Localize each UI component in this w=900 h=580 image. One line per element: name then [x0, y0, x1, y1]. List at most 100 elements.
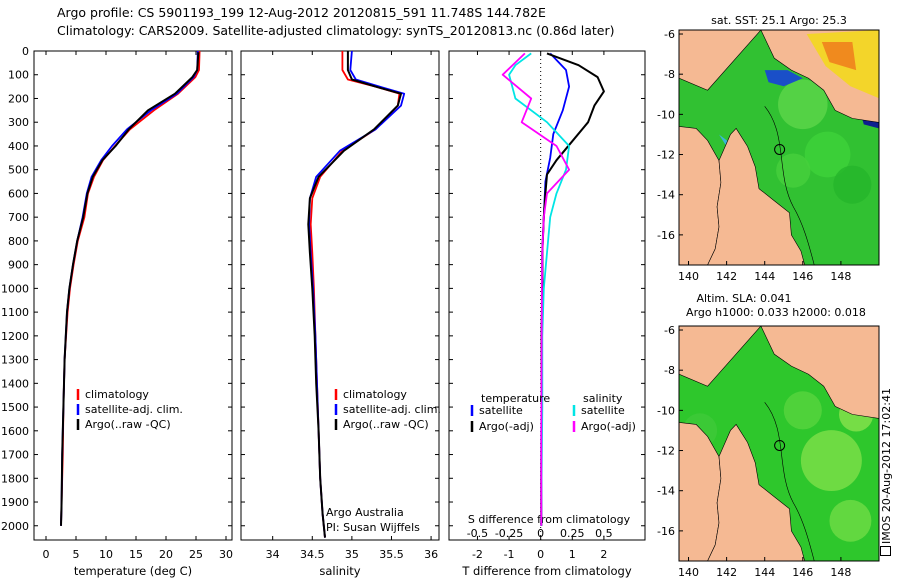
x2-tick-label: -0.5 [467, 527, 488, 540]
plot-frame [33, 50, 233, 541]
x-tick-label: 34 [266, 548, 280, 561]
profile-location-marker [774, 439, 786, 451]
x-tick-label: 36 [424, 548, 438, 561]
map-content [679, 30, 879, 265]
profile-location-marker [774, 143, 786, 155]
legend-label: Argo(..raw -QC) [85, 418, 171, 431]
x-tick-label: 10 [99, 548, 113, 561]
x-tick-label: 35 [345, 548, 359, 561]
x-tick-label: 146 [792, 270, 813, 283]
y-tick-label: -10 [657, 108, 675, 121]
map-title: sat. SST: 25.1 Argo: 25.3 [711, 14, 847, 27]
x-tick-label: 0 [43, 548, 50, 561]
field-patch [833, 165, 872, 204]
annotation-line: Argo Australia [326, 506, 404, 519]
y-tick-label: 100 [8, 69, 29, 82]
land-new-guinea [679, 326, 879, 419]
y-tick-label: -6 [664, 28, 675, 41]
field-patch [800, 430, 862, 492]
annotation-line: PI: Susan Wijffels [326, 521, 420, 534]
timestamp-stamp: IMOS 20-Aug-2012 17:02:41 [880, 388, 893, 556]
x-axis-label: salinity [319, 564, 360, 578]
x-tick-label: 30 [219, 548, 233, 561]
field-patch [778, 79, 828, 130]
series-line-argorawqc [307, 51, 402, 538]
land-cape-york [707, 127, 806, 265]
field-patch [783, 391, 822, 430]
y-tick-label: 800 [8, 235, 29, 248]
panel-temperature: 0100200300400500600700800900100011001200… [1, 45, 233, 578]
y-tick-label: 2000 [1, 520, 29, 533]
map-frame [678, 29, 880, 266]
y-tick-label: 1400 [1, 377, 29, 390]
map-title-line2: Argo h1000: 0.033 h2000: 0.018 [686, 306, 866, 319]
land-new-guinea-west [679, 326, 762, 387]
cool-water-patch [764, 70, 803, 87]
panel-difference: -2 -1 0 1 2 T difference from climatology -0.5… [448, 50, 646, 578]
y-tick-label: 500 [8, 164, 29, 177]
x-tick-label: 1 [569, 548, 576, 561]
x-tick-label: 20 [159, 548, 173, 561]
y-tick-label: -16 [657, 229, 675, 242]
y-tick-label: -14 [657, 485, 675, 498]
y-tick-label: -12 [657, 445, 675, 458]
field-patch [829, 499, 872, 542]
x-tick-label: 148 [830, 270, 851, 283]
x-tick-label: 140 [678, 566, 699, 579]
x-tick-label: -2 [472, 548, 483, 561]
legend-label: satellite-adj. clim. [85, 403, 183, 416]
x-tick-label: 0 [537, 548, 544, 561]
y-tick-label: -16 [657, 525, 675, 538]
x-tick-label: 5 [73, 548, 80, 561]
x2-tick-label: -0.25 [495, 527, 523, 540]
x-tick-label: 146 [792, 566, 813, 579]
panel-salinity: 34 34.5 35 35.5 36 salinity climatology satelli… [240, 50, 441, 578]
legend-label: Argo(..raw -QC) [343, 418, 429, 431]
y-tick-label: 1700 [1, 449, 29, 462]
x-tick-label: 35.5 [379, 548, 404, 561]
y-tick-label: -6 [664, 324, 675, 337]
plot-frame [448, 50, 646, 541]
legend-label: satellite-adj. clim. [343, 403, 441, 416]
legend-title: salinity [583, 392, 623, 405]
y-tick-label: -10 [657, 404, 675, 417]
map-title-line1: Altim. SLA: 0.041 [696, 292, 791, 305]
legend-label: Argo(-adj) [479, 420, 534, 433]
x2-tick-label: 0 [537, 527, 544, 540]
x2-tick-label: 0.25 [560, 527, 585, 540]
y-tick-label: 1500 [1, 401, 29, 414]
x-tick-label: -1 [504, 548, 515, 561]
x-tick-label: 140 [678, 270, 699, 283]
y-tick-label: 1200 [1, 330, 29, 343]
map-frame [678, 325, 880, 562]
bathymetry-contour [764, 106, 815, 265]
y-tick-label: 900 [8, 259, 29, 272]
figure-title-line1: Argo profile: CS 5901193_199 12-Aug-2012… [57, 5, 546, 20]
hot-patch [821, 42, 857, 71]
y-tick-label: 1100 [1, 306, 29, 319]
x2-tick-label: 0.5 [595, 527, 613, 540]
x-tick-label: 15 [129, 548, 143, 561]
y-tick-label: -8 [664, 68, 675, 81]
y-tick-label: 0 [22, 45, 29, 58]
y-tick-label: 1900 [1, 496, 29, 509]
legend-label: satellite [581, 404, 625, 417]
legend-label: satellite [479, 404, 523, 417]
plot-frame [240, 50, 440, 541]
x-tick-label: 25 [189, 548, 203, 561]
x-tick-label: 144 [754, 270, 775, 283]
x2-axis-label: S difference from climatology [468, 513, 631, 526]
y-tick-label: 600 [8, 187, 29, 200]
y-tick-label: 300 [8, 116, 29, 129]
x-tick-label: 142 [716, 566, 737, 579]
y-tick-label: 1800 [1, 472, 29, 485]
y-tick-label: -14 [657, 189, 675, 202]
x-tick-label: 148 [830, 566, 851, 579]
x-axis-label: T difference from climatology [461, 564, 632, 578]
x-axis-label: temperature (deg C) [74, 564, 192, 578]
legend-title: temperature [481, 392, 550, 405]
map-sla: 140 142 144 146 148 -6 -8 -10 -12 -14 -16 Altim. SL… [657, 292, 880, 579]
legend-label: climatology [85, 388, 149, 401]
x-tick-label: 34.5 [300, 548, 325, 561]
